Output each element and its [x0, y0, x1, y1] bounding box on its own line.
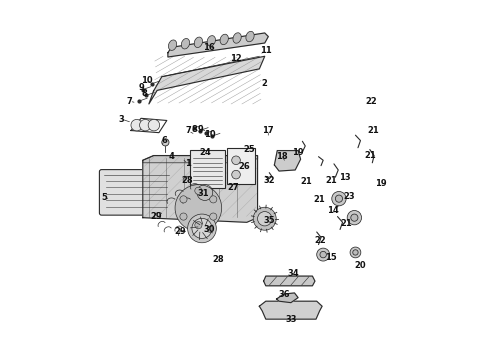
- Circle shape: [148, 120, 160, 131]
- FancyBboxPatch shape: [99, 170, 173, 215]
- Circle shape: [210, 196, 217, 203]
- Text: 7: 7: [185, 126, 191, 135]
- Text: 23: 23: [343, 192, 355, 201]
- Text: 21: 21: [368, 126, 379, 135]
- Text: 12: 12: [230, 54, 242, 63]
- Circle shape: [258, 212, 272, 226]
- Polygon shape: [143, 156, 258, 222]
- Text: 17: 17: [263, 126, 274, 135]
- Circle shape: [180, 196, 187, 203]
- Text: 21: 21: [301, 177, 313, 186]
- Text: 26: 26: [239, 162, 250, 171]
- Text: 16: 16: [203, 43, 215, 52]
- Circle shape: [335, 195, 343, 202]
- Text: 8: 8: [192, 125, 197, 134]
- Text: 18: 18: [276, 152, 288, 161]
- Circle shape: [347, 211, 362, 225]
- Polygon shape: [259, 301, 322, 319]
- Circle shape: [195, 222, 202, 229]
- Text: 28: 28: [182, 176, 194, 185]
- Ellipse shape: [233, 33, 241, 43]
- Text: 22: 22: [315, 236, 326, 245]
- Polygon shape: [143, 156, 258, 163]
- Text: 9: 9: [197, 125, 203, 134]
- Ellipse shape: [220, 34, 228, 45]
- Text: 9: 9: [138, 83, 144, 92]
- Text: 24: 24: [200, 148, 211, 157]
- Text: 21: 21: [364, 151, 376, 160]
- Text: 7: 7: [126, 96, 132, 105]
- Text: 15: 15: [325, 253, 337, 262]
- Circle shape: [175, 185, 221, 231]
- Text: 27: 27: [228, 183, 239, 192]
- Circle shape: [181, 191, 216, 225]
- Circle shape: [188, 214, 216, 243]
- Text: 25: 25: [244, 145, 255, 154]
- Text: 4: 4: [169, 152, 174, 161]
- Text: 33: 33: [286, 315, 297, 324]
- Text: 3: 3: [119, 114, 124, 123]
- Text: 5: 5: [101, 193, 107, 202]
- Circle shape: [317, 248, 330, 261]
- Text: 32: 32: [264, 176, 275, 185]
- Circle shape: [210, 213, 217, 220]
- Circle shape: [180, 213, 187, 220]
- Polygon shape: [264, 276, 315, 286]
- Circle shape: [320, 251, 326, 258]
- Text: 20: 20: [354, 261, 366, 270]
- Circle shape: [253, 207, 276, 230]
- Text: 29: 29: [174, 228, 186, 237]
- Circle shape: [140, 120, 151, 131]
- Circle shape: [162, 139, 169, 146]
- Text: 19: 19: [375, 179, 387, 188]
- Circle shape: [192, 202, 205, 215]
- Ellipse shape: [169, 40, 177, 50]
- Text: 8: 8: [142, 89, 147, 98]
- Circle shape: [332, 192, 346, 206]
- Text: 22: 22: [366, 97, 377, 106]
- Text: 1: 1: [185, 159, 191, 168]
- Text: 31: 31: [198, 189, 210, 198]
- Text: 2: 2: [262, 79, 268, 88]
- Polygon shape: [168, 33, 269, 57]
- Bar: [191, 150, 224, 188]
- Text: 36: 36: [279, 290, 290, 299]
- Ellipse shape: [207, 36, 216, 46]
- Text: 11: 11: [260, 46, 271, 55]
- Text: 21: 21: [314, 195, 325, 204]
- Text: 19: 19: [292, 148, 304, 157]
- Text: 10: 10: [204, 130, 216, 139]
- Circle shape: [232, 170, 240, 179]
- Text: 21: 21: [325, 176, 337, 185]
- Circle shape: [351, 214, 358, 221]
- Ellipse shape: [246, 31, 254, 42]
- Circle shape: [192, 219, 212, 238]
- Polygon shape: [276, 293, 298, 303]
- Circle shape: [353, 250, 358, 255]
- Text: 6: 6: [161, 136, 167, 145]
- Circle shape: [350, 247, 361, 258]
- Text: 28: 28: [212, 255, 224, 264]
- Text: 35: 35: [264, 216, 275, 225]
- Ellipse shape: [194, 37, 202, 48]
- Text: 14: 14: [327, 206, 339, 215]
- Text: 30: 30: [203, 225, 215, 234]
- Text: 10: 10: [141, 76, 152, 85]
- Ellipse shape: [181, 39, 190, 49]
- Text: 34: 34: [288, 269, 299, 278]
- Text: 13: 13: [339, 173, 350, 182]
- Text: 29: 29: [150, 212, 162, 221]
- Text: 21: 21: [340, 219, 352, 228]
- Bar: [227, 148, 255, 184]
- Circle shape: [195, 187, 202, 194]
- Circle shape: [232, 156, 240, 165]
- Circle shape: [131, 120, 143, 131]
- Polygon shape: [149, 56, 265, 104]
- Polygon shape: [274, 150, 300, 171]
